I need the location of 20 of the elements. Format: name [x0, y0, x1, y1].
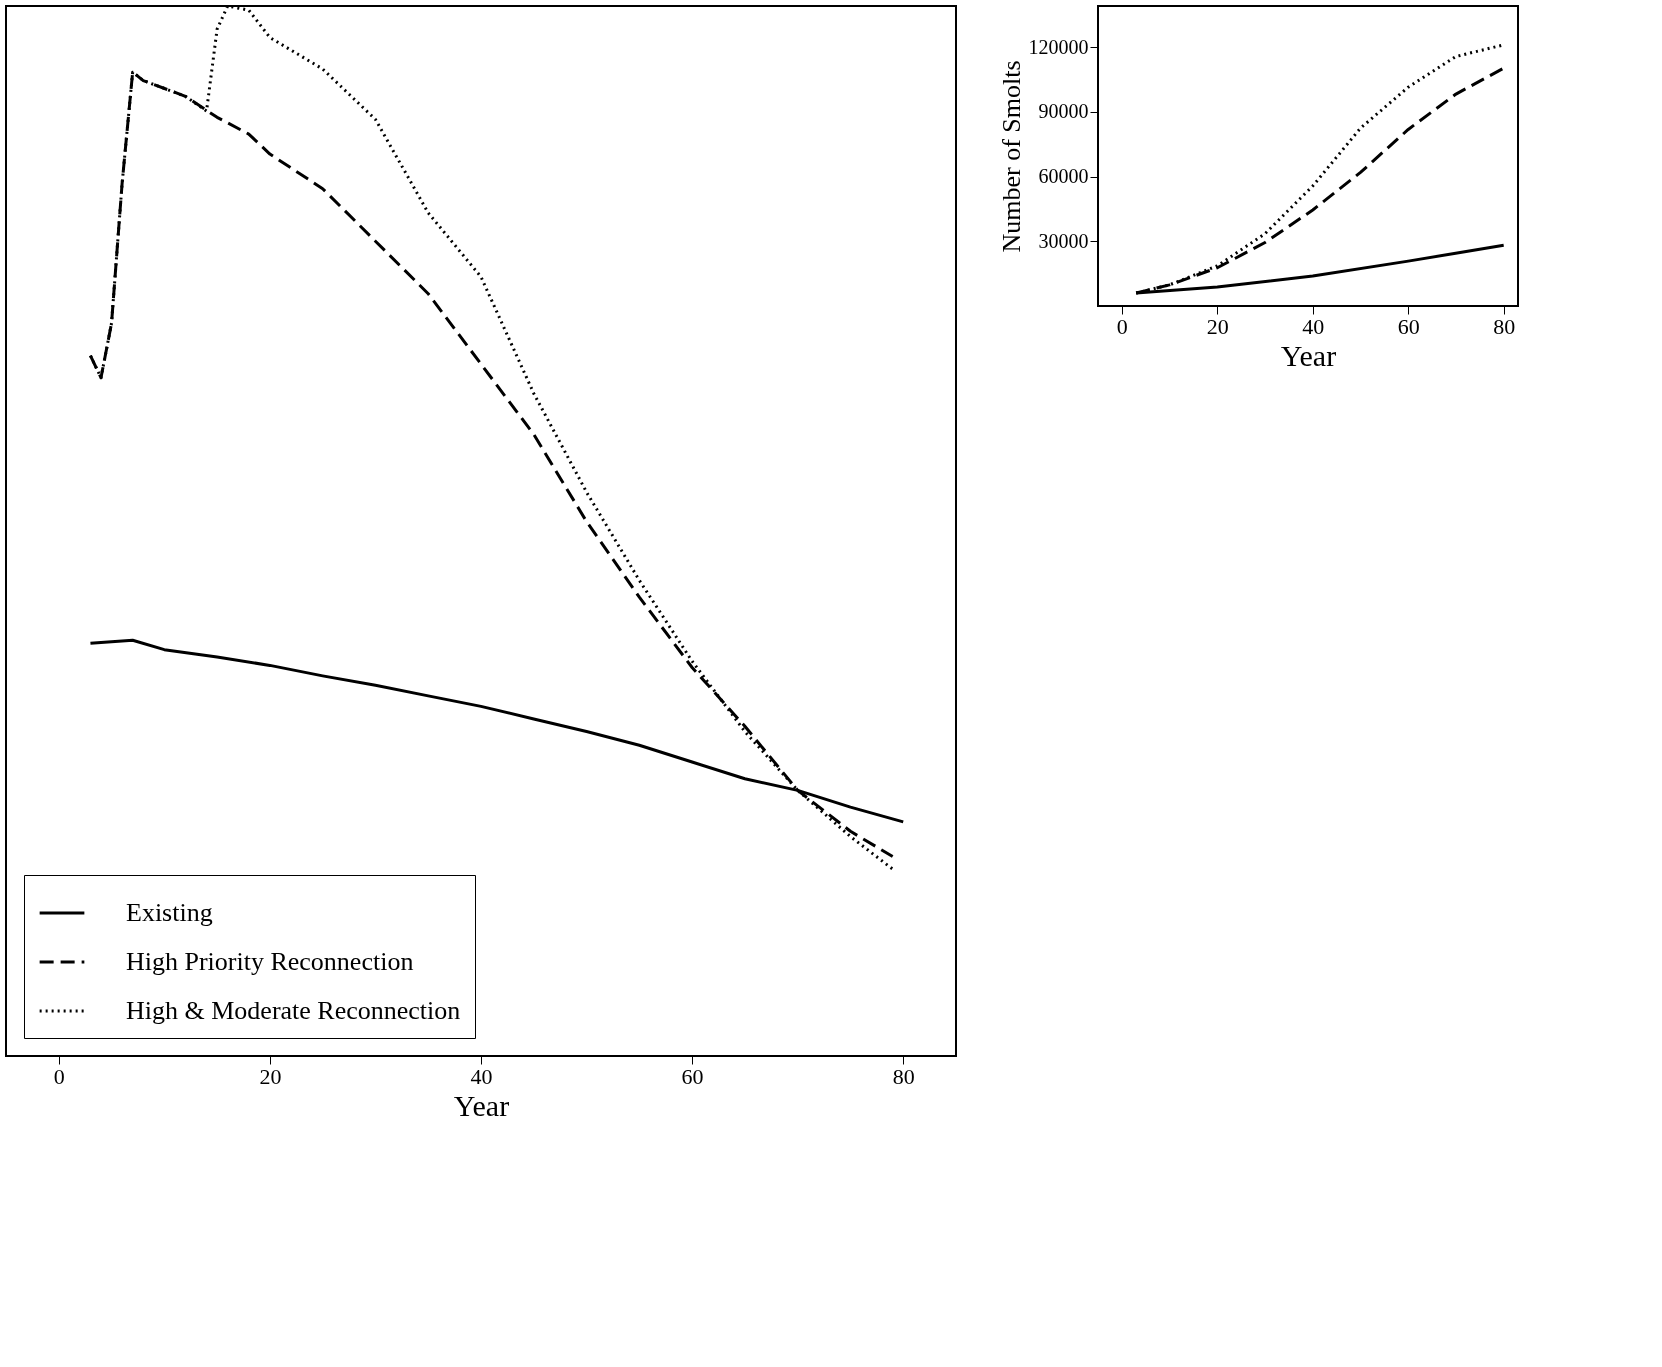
y-tick-label: 120000 — [1028, 35, 1089, 58]
legend-label: Existing — [126, 898, 213, 927]
x-tick-label: 60 — [681, 1063, 704, 1089]
x-tick-label: 40 — [1302, 313, 1325, 339]
x-tick-label: 0 — [1116, 313, 1128, 339]
y-tick-label: 30000 — [1038, 229, 1089, 252]
x-tick-label: 40 — [470, 1063, 493, 1089]
y-axis-title: Number of Smolts — [996, 60, 1026, 253]
legend-label: High & Moderate Reconnection — [126, 996, 461, 1025]
x-tick-label: 20 — [1206, 313, 1229, 339]
y-tick-label: 90000 — [1038, 100, 1089, 123]
x-axis-title: Year — [453, 1088, 510, 1122]
x-tick-label: 80 — [892, 1063, 915, 1089]
y-tick-label: 60000 — [1038, 165, 1089, 187]
legend-label: High Priority Reconnection — [126, 947, 414, 976]
x-tick-label: 60 — [1397, 313, 1420, 339]
x-axis-title: Year — [1280, 338, 1337, 372]
x-tick-label: 0 — [53, 1063, 65, 1089]
x-tick-label: 20 — [259, 1063, 282, 1089]
x-tick-label: 80 — [1493, 313, 1516, 339]
